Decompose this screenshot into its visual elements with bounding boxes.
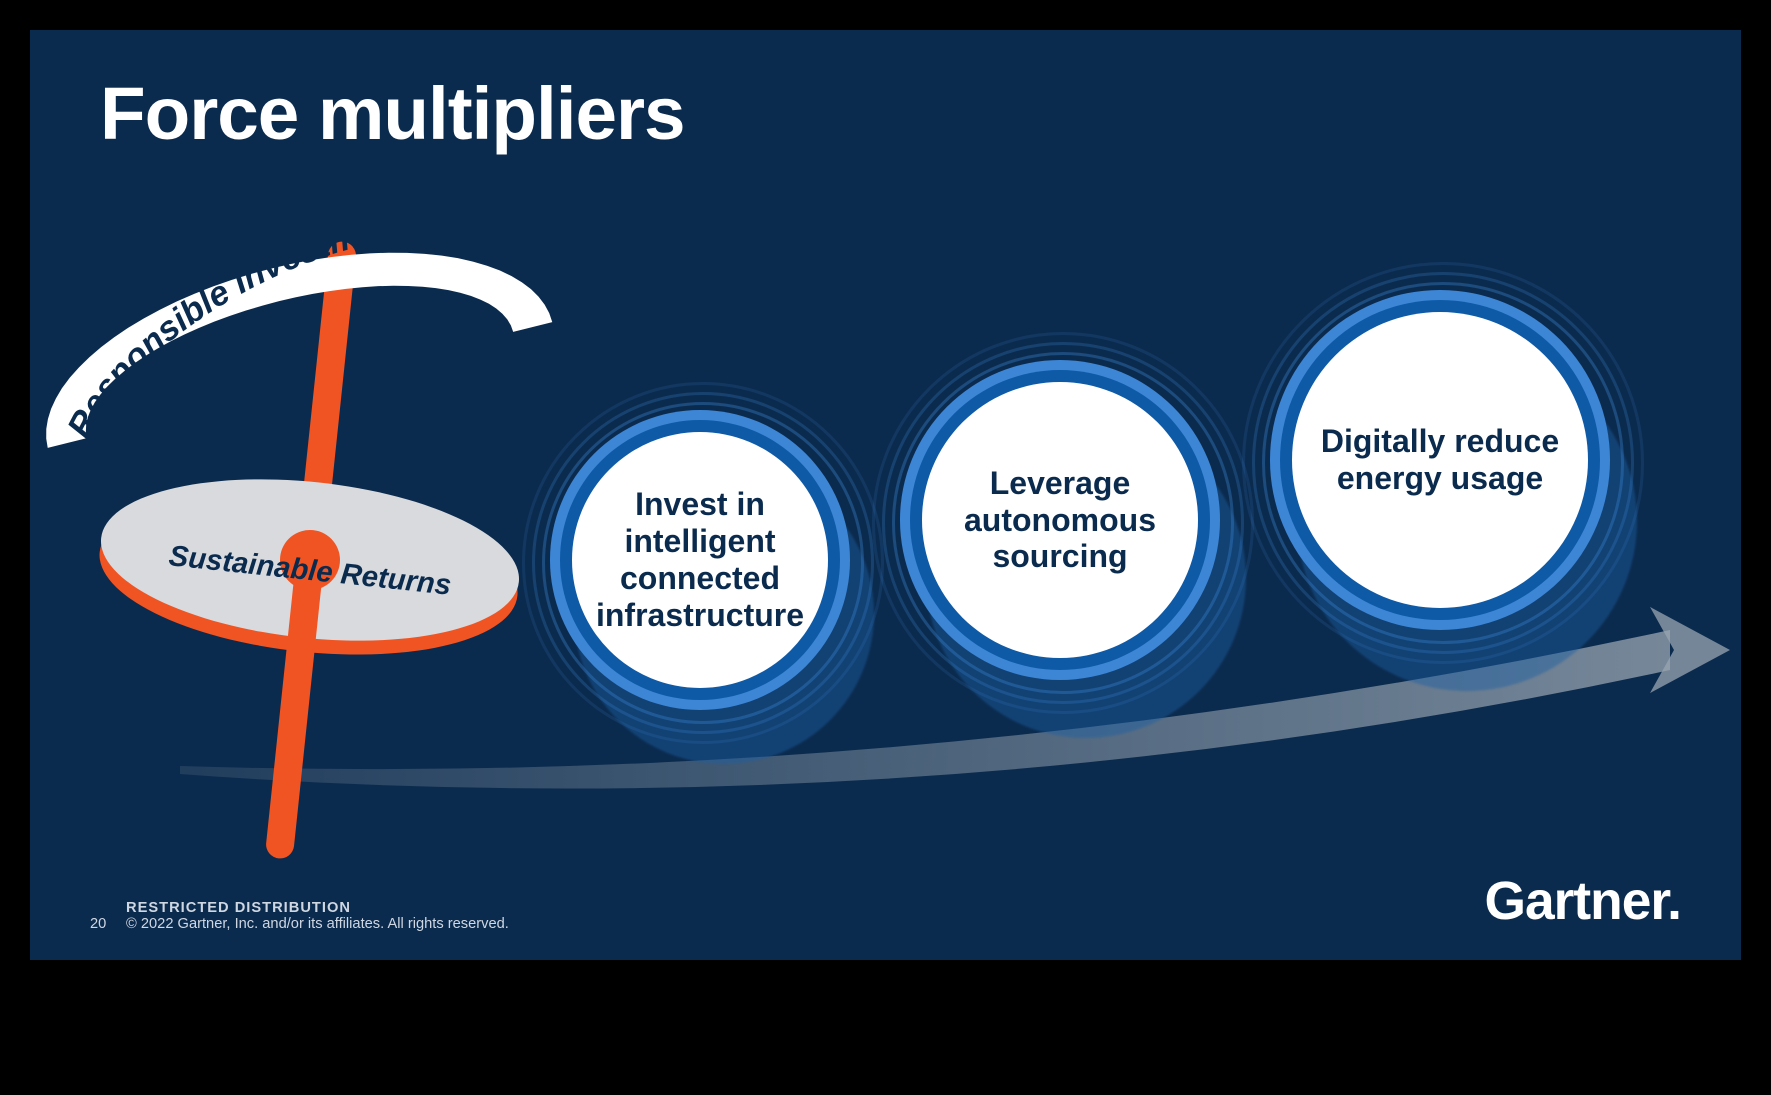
brand-text: Gartner	[1484, 872, 1667, 931]
gyroscope-graphic: Responsible Investment Sustainable Retur…	[70, 170, 590, 810]
bubble-3: Digitally reduce energy usage	[1270, 290, 1610, 630]
brand-dot: .	[1667, 872, 1681, 931]
bubble-2: Leverage autonomous sourcing	[900, 360, 1220, 680]
bubble-label-3: Digitally reduce energy usage	[1292, 312, 1588, 608]
footer: 20 RESTRICTED DISTRIBUTION © 2022 Gartne…	[126, 900, 509, 932]
svg-text:Responsible Investment: Responsible Investment	[30, 203, 448, 451]
distribution-label: RESTRICTED DISTRIBUTION	[126, 900, 509, 916]
bubble-1: Invest in intelligent connected infrastr…	[550, 410, 850, 710]
page-number: 20	[90, 916, 106, 932]
bubble-label-1: Invest in intelligent connected infrastr…	[572, 432, 828, 688]
slide: Force multipliers	[30, 30, 1741, 960]
copyright: © 2022 Gartner, Inc. and/or its affiliat…	[126, 916, 509, 932]
brand-logo: Gartner.	[1484, 871, 1681, 932]
bubble-label-2: Leverage autonomous sourcing	[922, 382, 1198, 658]
